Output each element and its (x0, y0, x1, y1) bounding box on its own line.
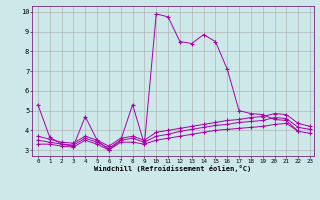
X-axis label: Windchill (Refroidissement éolien,°C): Windchill (Refroidissement éolien,°C) (94, 165, 252, 172)
